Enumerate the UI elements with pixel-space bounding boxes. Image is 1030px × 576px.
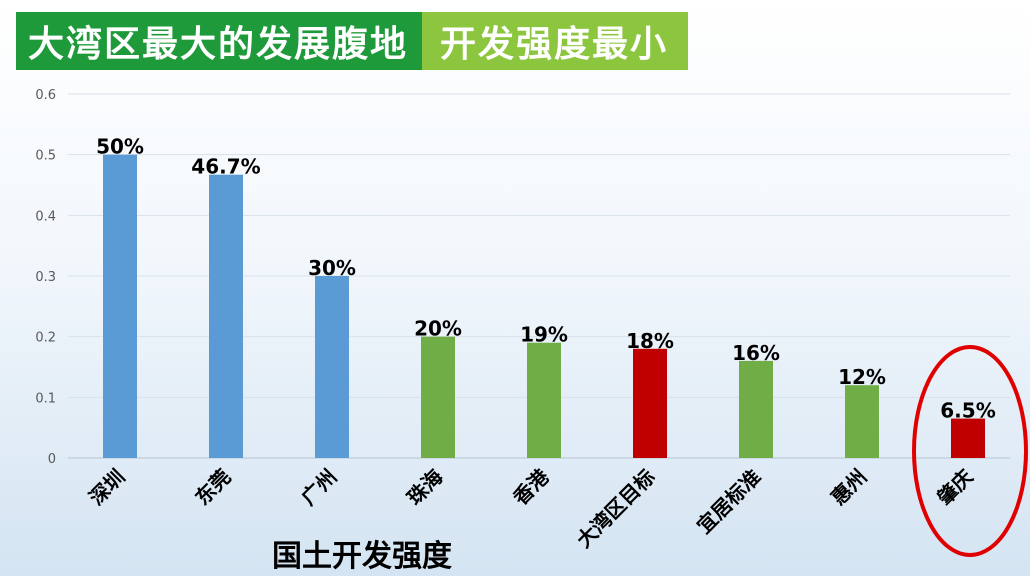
y-tick-label: 0 xyxy=(48,452,56,467)
x-tick-label: 深圳 xyxy=(84,465,129,510)
bar xyxy=(421,336,455,458)
title-banner: 大湾区最大的发展腹地 开发强度最小 xyxy=(16,12,689,70)
y-tick-label: 0.1 xyxy=(35,391,56,406)
data-label: 46.7% xyxy=(191,155,260,179)
bar xyxy=(209,174,243,459)
bar xyxy=(633,348,667,458)
bar xyxy=(845,385,879,458)
data-label: 20% xyxy=(414,317,462,341)
bar xyxy=(527,342,561,458)
x-tick-label: 珠海 xyxy=(402,465,447,510)
x-tick-label: 肇庆 xyxy=(932,465,977,510)
x-tick-label: 香港 xyxy=(508,464,554,510)
data-label: 12% xyxy=(838,365,886,389)
x-axis-label: 国土开发强度 xyxy=(272,539,452,574)
bar xyxy=(739,360,773,458)
y-tick-label: 0.2 xyxy=(35,331,56,346)
bars xyxy=(103,154,985,459)
banner-title-main: 大湾区最大的发展腹地 xyxy=(16,12,423,70)
highlight-circle xyxy=(912,345,1028,557)
bar xyxy=(315,276,349,458)
x-tick-label: 宜居标准 xyxy=(692,465,766,539)
bar xyxy=(103,154,137,458)
data-label: 6.5% xyxy=(940,399,995,423)
data-label: 18% xyxy=(626,329,674,353)
value-labels: 50% 46.7% 30% 20% 19% 18% 16% 12% 6.5% xyxy=(96,135,996,423)
data-label: 19% xyxy=(520,323,568,347)
x-tick-label: 大湾区目标 xyxy=(572,465,660,553)
bar xyxy=(951,418,985,458)
banner-title-accent: 开发强度最小 xyxy=(422,12,689,70)
y-tick-label: 0.6 xyxy=(35,88,56,103)
x-tick-label: 东莞 xyxy=(190,465,235,510)
x-axis-ticks: 深圳 东莞 广州 珠海 香港 大湾区目标 宜居标准 惠州 肇庆 xyxy=(84,464,977,552)
y-axis-ticks: 0 0.1 0.2 0.3 0.4 0.5 0.6 xyxy=(35,88,56,467)
y-tick-label: 0.3 xyxy=(35,270,56,285)
x-tick-label: 广州 xyxy=(296,465,341,510)
data-label: 30% xyxy=(308,256,356,280)
data-label: 50% xyxy=(96,135,144,159)
y-tick-label: 0.4 xyxy=(35,209,56,224)
data-label: 16% xyxy=(732,341,780,365)
x-tick-label: 惠州 xyxy=(826,465,871,510)
y-tick-label: 0.5 xyxy=(35,149,56,164)
